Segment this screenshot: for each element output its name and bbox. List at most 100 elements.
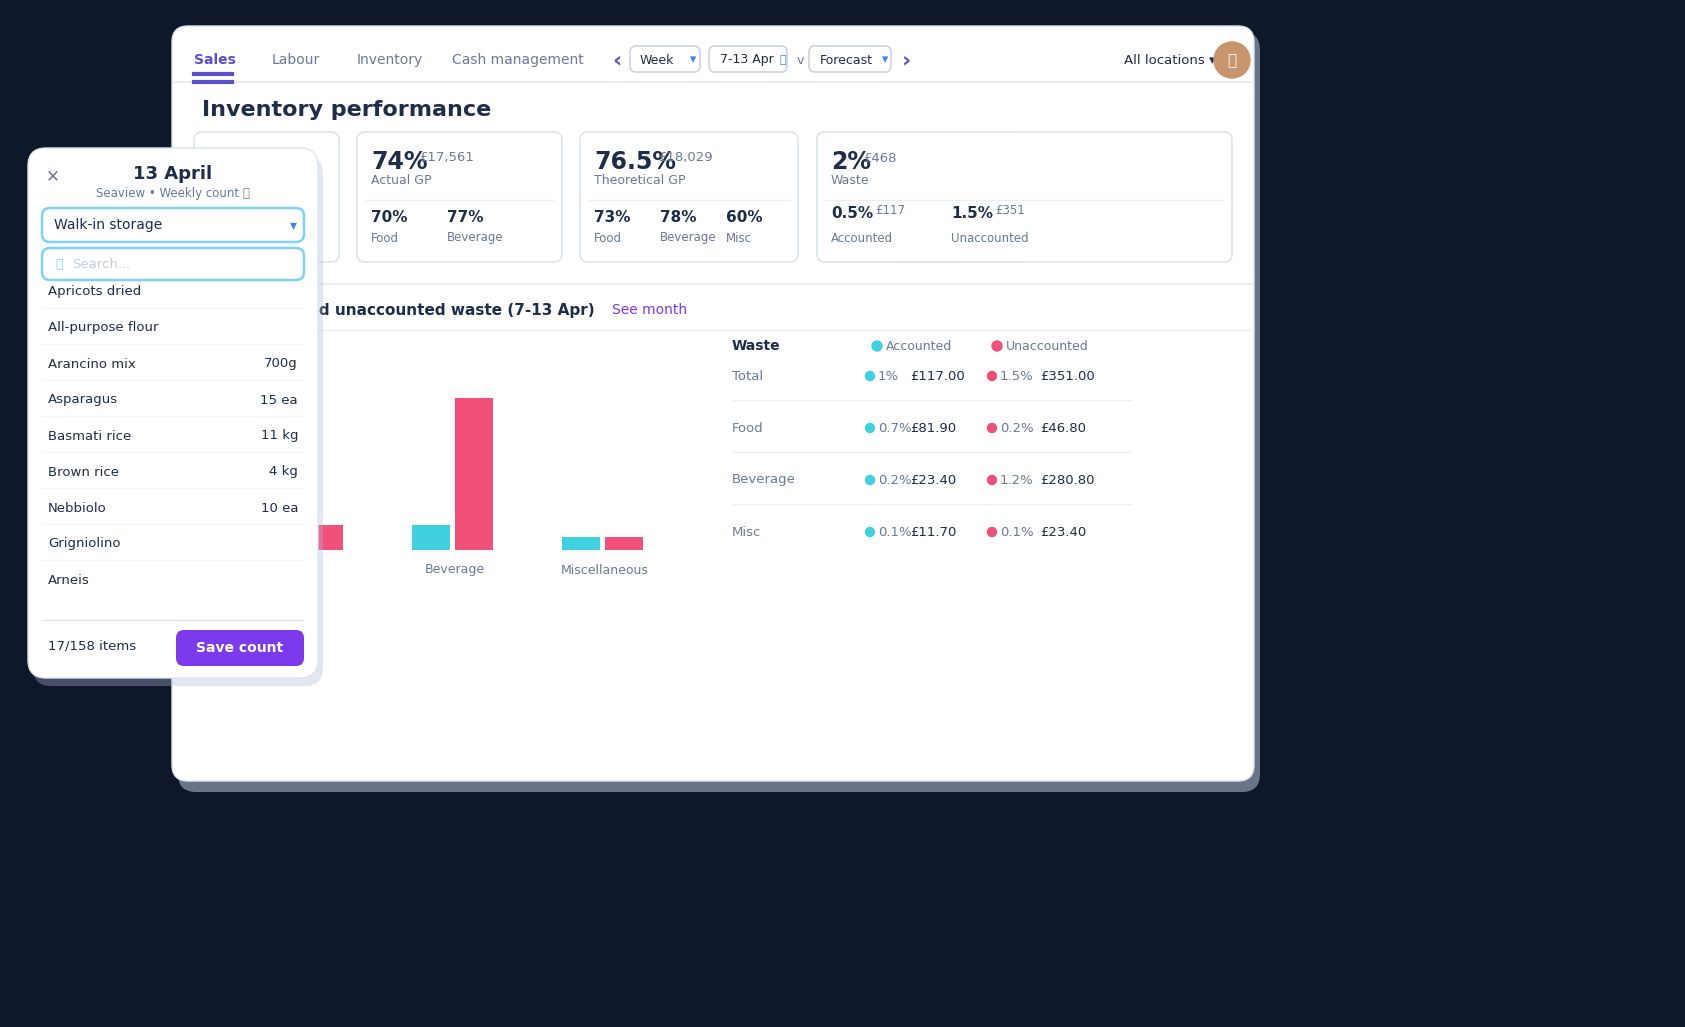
Text: All locations ▾: All locations ▾ bbox=[1124, 53, 1215, 67]
FancyBboxPatch shape bbox=[194, 132, 339, 262]
Text: See month: See month bbox=[612, 303, 687, 317]
Text: £280.80: £280.80 bbox=[1040, 473, 1095, 487]
Text: Unaccounted: Unaccounted bbox=[950, 231, 1028, 244]
Text: Walk-in storage: Walk-in storage bbox=[54, 218, 162, 232]
Text: ✕: ✕ bbox=[45, 167, 61, 185]
Text: 0.2%: 0.2% bbox=[999, 421, 1033, 434]
Text: 17/158 items: 17/158 items bbox=[47, 640, 136, 652]
Text: 77%: 77% bbox=[447, 211, 484, 226]
Text: £81.90: £81.90 bbox=[910, 421, 955, 434]
Text: Grigniolino: Grigniolino bbox=[47, 537, 121, 550]
Text: Accounted: Accounted bbox=[831, 231, 893, 244]
FancyBboxPatch shape bbox=[809, 46, 891, 72]
Bar bbox=[305, 525, 344, 550]
FancyBboxPatch shape bbox=[34, 156, 324, 686]
Text: £17,561: £17,561 bbox=[420, 152, 473, 164]
Text: 13 April: 13 April bbox=[133, 165, 212, 183]
Text: £23.40: £23.40 bbox=[910, 473, 957, 487]
Text: £18,029: £18,029 bbox=[659, 152, 713, 164]
Text: Accounted: Accounted bbox=[886, 340, 952, 352]
Circle shape bbox=[866, 476, 875, 485]
Text: ‹: ‹ bbox=[612, 50, 622, 70]
Text: Inventory: Inventory bbox=[357, 53, 423, 67]
Text: Week: Week bbox=[640, 53, 674, 67]
Text: 70%: 70% bbox=[371, 211, 408, 226]
Text: 73%: 73% bbox=[595, 211, 630, 226]
Bar bbox=[605, 537, 644, 550]
Text: 1.5%: 1.5% bbox=[999, 370, 1035, 382]
Text: 🔍: 🔍 bbox=[56, 258, 62, 270]
Text: £351.00: £351.00 bbox=[1040, 370, 1095, 382]
Text: £11.70: £11.70 bbox=[910, 526, 957, 538]
Text: Seaview • Weekly count 🚩: Seaview • Weekly count 🚩 bbox=[96, 188, 249, 200]
Text: Food: Food bbox=[290, 564, 320, 576]
Text: Forecast: Forecast bbox=[821, 53, 873, 67]
Circle shape bbox=[987, 423, 996, 432]
FancyBboxPatch shape bbox=[29, 148, 318, 678]
Circle shape bbox=[866, 372, 875, 380]
Text: Search...: Search... bbox=[72, 258, 130, 270]
Text: Arancino mix: Arancino mix bbox=[47, 357, 136, 371]
Text: Beverage: Beverage bbox=[661, 231, 716, 244]
Text: 78%: 78% bbox=[661, 211, 696, 226]
FancyBboxPatch shape bbox=[709, 46, 787, 72]
FancyBboxPatch shape bbox=[580, 132, 799, 262]
Text: 2%: 2% bbox=[831, 150, 871, 174]
Text: Apricots dried: Apricots dried bbox=[47, 286, 142, 299]
Text: 1.2%: 1.2% bbox=[999, 473, 1035, 487]
Text: 60%: 60% bbox=[726, 211, 763, 226]
FancyBboxPatch shape bbox=[817, 132, 1026, 262]
Circle shape bbox=[873, 341, 881, 351]
Bar bbox=[563, 537, 600, 550]
Text: 1%: 1% bbox=[878, 370, 900, 382]
Text: Actual GP: Actual GP bbox=[371, 174, 431, 187]
Text: £23.40: £23.40 bbox=[1040, 526, 1087, 538]
Text: Accounted and unaccounted waste (7-13 Apr): Accounted and unaccounted waste (7-13 Ap… bbox=[202, 303, 595, 317]
Text: Theoretical GP: Theoretical GP bbox=[595, 174, 686, 187]
Text: Beverage: Beverage bbox=[447, 231, 504, 244]
Text: £23,873: £23,873 bbox=[207, 160, 297, 180]
Text: 74%: 74% bbox=[371, 150, 428, 174]
Text: 0.2%: 0.2% bbox=[878, 473, 912, 487]
Text: Total: Total bbox=[731, 370, 763, 382]
Circle shape bbox=[866, 423, 875, 432]
Text: Nebbiolo: Nebbiolo bbox=[47, 501, 106, 515]
Text: Asparagus: Asparagus bbox=[47, 393, 118, 407]
Text: 0.1%: 0.1% bbox=[878, 526, 912, 538]
Text: Food: Food bbox=[371, 231, 399, 244]
Circle shape bbox=[992, 341, 1003, 351]
Text: Cash management: Cash management bbox=[452, 53, 583, 67]
Text: Arneis: Arneis bbox=[47, 573, 89, 586]
Text: £351: £351 bbox=[996, 203, 1024, 217]
FancyBboxPatch shape bbox=[817, 132, 1232, 262]
Text: average: average bbox=[207, 197, 259, 211]
Text: Waste: Waste bbox=[731, 339, 780, 353]
Text: Misc: Misc bbox=[726, 231, 752, 244]
Text: ▾: ▾ bbox=[689, 53, 696, 67]
FancyBboxPatch shape bbox=[42, 208, 303, 242]
Text: ▾: ▾ bbox=[290, 218, 297, 232]
Text: Sales: Sales bbox=[194, 53, 236, 67]
Text: £117: £117 bbox=[875, 203, 905, 217]
Text: 0.5%: 0.5% bbox=[831, 206, 873, 222]
Text: £468: £468 bbox=[863, 152, 896, 164]
Bar bbox=[261, 461, 300, 550]
Text: 700g: 700g bbox=[265, 357, 298, 371]
Circle shape bbox=[987, 372, 996, 380]
FancyBboxPatch shape bbox=[42, 248, 303, 280]
Text: 11 kg: 11 kg bbox=[261, 429, 298, 443]
Text: ›: › bbox=[901, 50, 912, 70]
Text: Beverage: Beverage bbox=[731, 473, 795, 487]
Bar bbox=[413, 525, 450, 550]
Text: 15 ea: 15 ea bbox=[261, 393, 298, 407]
Text: Inventory performance: Inventory performance bbox=[202, 100, 492, 120]
Text: 👤: 👤 bbox=[1227, 53, 1237, 69]
Text: Food: Food bbox=[595, 231, 622, 244]
Text: ▾: ▾ bbox=[881, 53, 888, 67]
Circle shape bbox=[866, 528, 875, 536]
Text: Labour: Labour bbox=[271, 53, 320, 67]
Circle shape bbox=[987, 476, 996, 485]
Bar bbox=[455, 398, 494, 550]
Text: 7-13 Apr: 7-13 Apr bbox=[719, 53, 773, 67]
Circle shape bbox=[987, 528, 996, 536]
